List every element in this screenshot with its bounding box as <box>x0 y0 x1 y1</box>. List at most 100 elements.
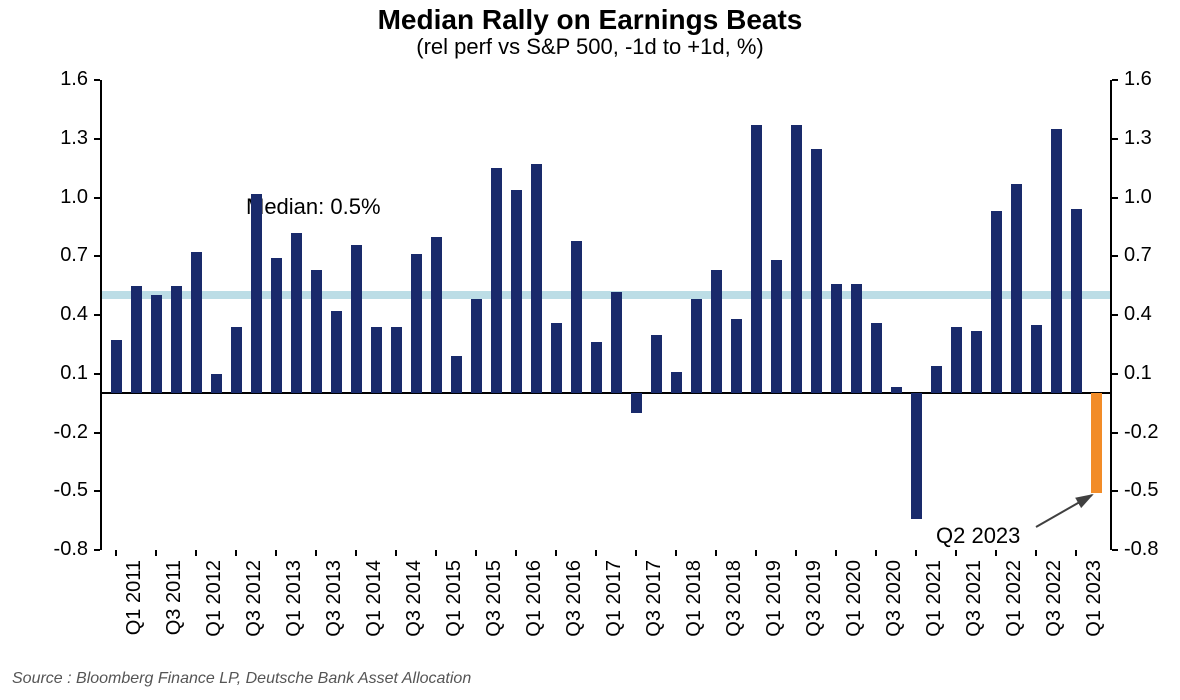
bar <box>571 241 582 394</box>
bar <box>411 254 422 393</box>
y-tick-right <box>1112 255 1118 257</box>
y-tick-label-right: 0.7 <box>1124 244 1180 267</box>
x-tick-label: Q1 2012 <box>203 560 226 656</box>
x-tick <box>995 550 997 556</box>
y-tick-label-right: 1.3 <box>1124 127 1180 150</box>
y-tick-right <box>1112 373 1118 375</box>
x-tick-label: Q3 2013 <box>323 560 346 656</box>
bar <box>1071 209 1082 393</box>
x-tick <box>675 550 677 556</box>
y-tick-left <box>94 432 100 434</box>
y-tick-label-right: -0.8 <box>1124 538 1180 561</box>
y-tick-label-right: 1.0 <box>1124 186 1180 209</box>
y-tick-left <box>94 549 100 551</box>
x-tick-label: Q1 2013 <box>283 560 306 656</box>
bar <box>611 292 622 394</box>
bar <box>651 335 662 394</box>
x-tick <box>635 550 637 556</box>
bar <box>551 323 562 394</box>
x-tick-label: Q3 2014 <box>403 560 426 656</box>
bar <box>771 260 782 393</box>
bar <box>931 366 942 393</box>
bar <box>211 374 222 394</box>
bar <box>451 356 462 393</box>
y-tick-label-right: -0.2 <box>1124 421 1180 444</box>
median-label: Median: 0.5% <box>246 194 381 220</box>
x-tick-label: Q1 2015 <box>443 560 466 656</box>
bar <box>191 252 202 393</box>
x-tick-label: Q1 2011 <box>123 560 146 656</box>
y-tick-label-left: 0.1 <box>30 362 88 385</box>
bar <box>1051 129 1062 393</box>
y-tick-right <box>1112 432 1118 434</box>
x-tick-label: Q3 2020 <box>883 560 906 656</box>
x-tick <box>155 550 157 556</box>
bar-highlight <box>1091 393 1102 493</box>
x-tick-label: Q3 2021 <box>963 560 986 656</box>
x-tick-label: Q3 2022 <box>1043 560 1066 656</box>
x-tick <box>875 550 877 556</box>
bar <box>1031 325 1042 394</box>
y-tick-left <box>94 314 100 316</box>
bar <box>351 245 362 394</box>
bar <box>871 323 882 394</box>
x-tick <box>115 550 117 556</box>
x-tick <box>915 550 917 556</box>
source-text: Source : Bloomberg Finance LP, Deutsche … <box>12 670 471 688</box>
bar <box>851 284 862 394</box>
bar <box>231 327 242 394</box>
y-tick-label-left: -0.8 <box>30 538 88 561</box>
bar <box>991 211 1002 393</box>
bar <box>271 258 282 393</box>
x-tick <box>235 550 237 556</box>
bar <box>951 327 962 394</box>
y-tick-right <box>1112 197 1118 199</box>
x-tick-label: Q1 2014 <box>363 560 386 656</box>
x-tick <box>795 550 797 556</box>
x-tick-label: Q1 2020 <box>843 560 866 656</box>
y-tick-left <box>94 197 100 199</box>
y-tick-right <box>1112 138 1118 140</box>
bar <box>831 284 842 394</box>
x-tick-label: Q3 2012 <box>243 560 266 656</box>
bar <box>511 190 522 394</box>
left-y-axis <box>100 80 102 550</box>
bar <box>531 164 542 393</box>
bar <box>811 149 822 394</box>
y-tick-label-right: 1.6 <box>1124 68 1180 91</box>
x-tick <box>515 550 517 556</box>
x-tick <box>835 550 837 556</box>
y-tick-left <box>94 79 100 81</box>
x-tick <box>955 550 957 556</box>
x-tick-label: Q1 2023 <box>1083 560 1106 656</box>
bar <box>791 125 802 393</box>
x-tick-label: Q1 2018 <box>683 560 706 656</box>
bar <box>971 331 982 394</box>
bar <box>751 125 762 393</box>
bar <box>151 295 162 393</box>
x-tick-label: Q1 2019 <box>763 560 786 656</box>
x-tick <box>555 550 557 556</box>
x-tick <box>1035 550 1037 556</box>
x-tick-label: Q1 2021 <box>923 560 946 656</box>
x-tick-label: Q3 2015 <box>483 560 506 656</box>
bar <box>111 340 122 393</box>
x-tick-label: Q3 2019 <box>803 560 826 656</box>
bar <box>391 327 402 394</box>
x-tick <box>715 550 717 556</box>
annotation-label: Q2 2023 <box>936 523 1020 549</box>
x-tick <box>1075 550 1077 556</box>
bar <box>631 393 642 413</box>
bar <box>291 233 302 394</box>
y-tick-label-right: -0.5 <box>1124 479 1180 502</box>
x-tick <box>595 550 597 556</box>
y-tick-label-right: 0.4 <box>1124 303 1180 326</box>
bar <box>671 372 682 394</box>
plot-area: Median: 0.5% Q2 2023 -0.8-0.8-0.5-0.5-0.… <box>100 80 1112 550</box>
title-block: Median Rally on Earnings Beats (rel perf… <box>0 4 1180 60</box>
x-tick-label: Q3 2016 <box>563 560 586 656</box>
bar <box>711 270 722 393</box>
y-tick-label-left: -0.5 <box>30 479 88 502</box>
y-tick-right <box>1112 314 1118 316</box>
bar <box>431 237 442 394</box>
